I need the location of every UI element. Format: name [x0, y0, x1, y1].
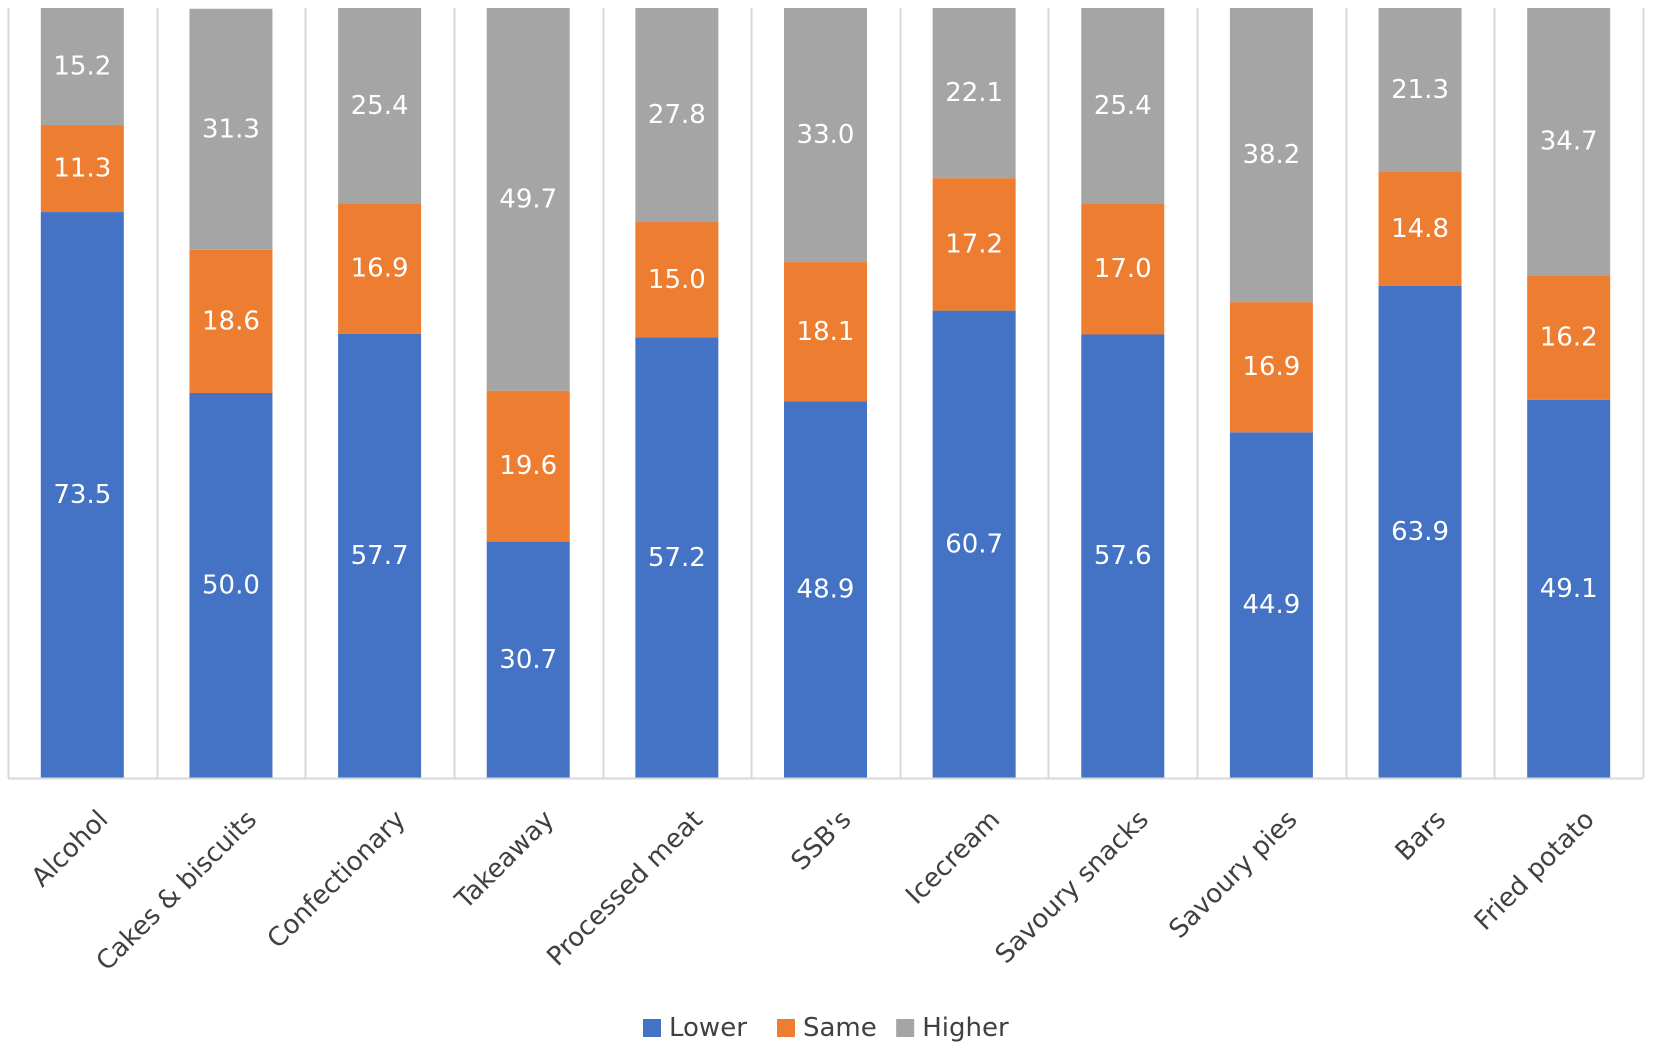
data-label-lower: 73.5 — [53, 480, 111, 510]
bar-segment-lower — [784, 401, 867, 778]
data-label-higher: 33.0 — [797, 120, 855, 150]
bar-segment-lower — [486, 541, 570, 778]
bar-segment-lower — [1378, 285, 1462, 778]
data-label-lower: 57.7 — [351, 541, 409, 571]
bar-segment-lower — [1527, 399, 1611, 778]
category-label: Processed meat — [541, 805, 708, 972]
category-label: Icecream — [900, 805, 1006, 911]
data-label-higher: 22.1 — [945, 78, 1003, 108]
category-label: Savoury snacks — [990, 805, 1155, 970]
bar-segment-same — [189, 249, 273, 393]
data-label-same: 18.6 — [202, 306, 260, 336]
data-label-lower: 44.9 — [1242, 590, 1300, 620]
value-labels-layer: 73.5 11.3 15.2 50.0 18.6 31.3 57.7 16.9 25.4 30.7… — [53, 52, 1597, 675]
bar-segment-lower — [932, 310, 1016, 778]
bar-segment-higher — [189, 8, 273, 250]
category-label: Confectionary — [262, 805, 412, 955]
data-label-same: 16.2 — [1540, 323, 1598, 353]
category-label: SSB's — [786, 805, 858, 877]
category-label: Bars — [1390, 805, 1452, 867]
category-label: Alcohol — [26, 805, 114, 893]
data-label-same: 17.0 — [1094, 254, 1152, 284]
bar-segment-higher — [40, 8, 124, 126]
legend-label-same: Same — [803, 1013, 877, 1043]
category-label: Savoury pies — [1163, 805, 1303, 945]
bar-segment-lower — [1229, 432, 1313, 778]
data-label-higher: 15.2 — [53, 52, 111, 82]
data-label-lower: 60.7 — [945, 529, 1003, 559]
data-label-lower: 57.6 — [1094, 541, 1152, 571]
data-label-higher: 34.7 — [1540, 127, 1598, 157]
bar-segment-same — [932, 178, 1016, 311]
bar-segment-higher — [1378, 8, 1462, 173]
data-label-same: 16.9 — [351, 254, 409, 284]
bar-segment-higher — [1527, 8, 1611, 276]
data-label-lower: 50.0 — [202, 571, 260, 601]
bar-segment-higher — [1081, 8, 1165, 204]
bar-segment-lower — [189, 393, 273, 778]
bar-segment-same — [1081, 203, 1165, 335]
data-label-higher: 49.7 — [499, 184, 557, 214]
bar-segment-same — [1229, 302, 1313, 433]
data-label-lower: 49.1 — [1540, 574, 1598, 604]
bar-segment-higher — [932, 8, 1016, 179]
data-label-higher: 38.2 — [1242, 140, 1300, 170]
legend-item-higher: Higher — [896, 1013, 1009, 1043]
bar-segment-higher — [784, 8, 867, 263]
legend-label-higher: Higher — [922, 1013, 1009, 1043]
legend-item-lower: Lower — [643, 1013, 747, 1043]
bar-segment-lower — [1081, 334, 1165, 778]
bar-segment-same — [784, 262, 867, 402]
bar-segment-same — [40, 125, 124, 213]
bar-segment-higher — [486, 8, 570, 391]
bar-segment-same — [486, 390, 570, 542]
bar-segment-higher — [1229, 8, 1313, 303]
bar-segment-lower — [40, 212, 124, 779]
legend-swatch-higher — [896, 1019, 915, 1037]
data-label-lower: 30.7 — [499, 645, 557, 675]
data-label-same: 14.8 — [1391, 214, 1449, 244]
data-label-same: 11.3 — [53, 154, 111, 184]
bar-segment-higher — [338, 8, 422, 204]
bar-segment-higher — [635, 8, 719, 223]
legend: Lower Same Higher — [643, 1013, 1009, 1043]
bar-segment-same — [338, 203, 422, 334]
data-label-same: 16.9 — [1242, 352, 1300, 382]
data-label-higher: 27.8 — [648, 100, 706, 130]
data-label-higher: 25.4 — [351, 91, 409, 121]
data-label-lower: 63.9 — [1391, 517, 1449, 547]
data-label-same: 15.0 — [648, 265, 706, 295]
bar-segment-same — [1378, 172, 1462, 286]
category-label: Takeaway — [449, 805, 560, 916]
data-label-higher: 31.3 — [202, 114, 260, 144]
legend-item-same: Same — [777, 1013, 877, 1043]
grid-layer — [7, 8, 1645, 778]
data-label-higher: 25.4 — [1094, 91, 1152, 121]
data-label-lower: 57.2 — [648, 543, 706, 573]
bar-segment-same — [635, 222, 719, 338]
bar-segment-lower — [338, 333, 422, 778]
data-label-higher: 21.3 — [1391, 75, 1449, 105]
legend-swatch-same — [777, 1019, 795, 1037]
bars-layer — [40, 8, 1611, 779]
legend-label-lower: Lower — [669, 1013, 747, 1043]
bar-segment-lower — [635, 337, 719, 778]
bar-segment-same — [1527, 275, 1611, 400]
data-label-same: 18.1 — [797, 317, 855, 347]
category-label: Fried potato — [1469, 805, 1601, 937]
legend-swatch-lower — [643, 1019, 661, 1037]
data-label-same: 17.2 — [945, 229, 1003, 259]
data-label-same: 19.6 — [499, 451, 557, 481]
category-label: Cakes & biscuits — [91, 805, 263, 977]
data-label-lower: 48.9 — [797, 575, 855, 605]
